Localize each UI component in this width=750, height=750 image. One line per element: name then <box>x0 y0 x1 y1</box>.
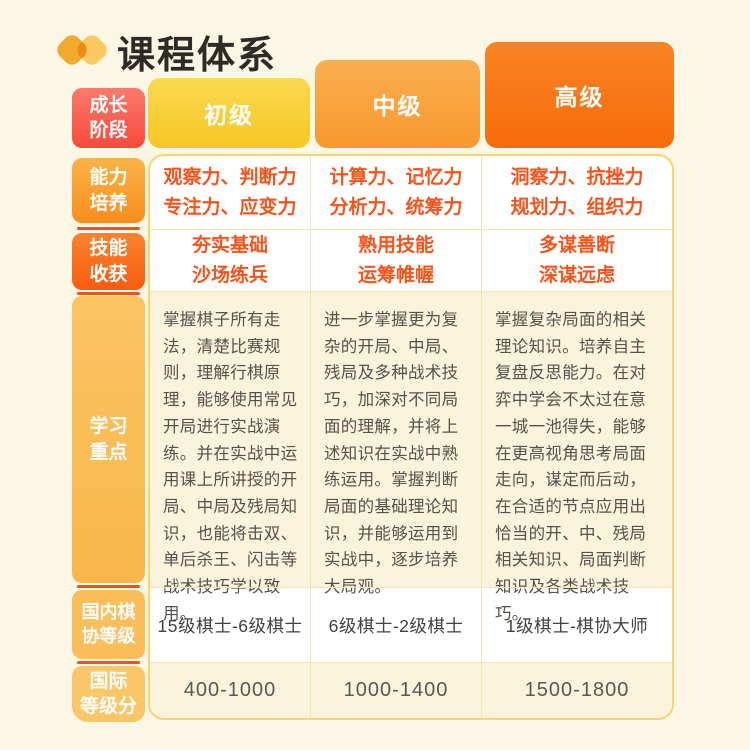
ability-line: 专注力、应变力 <box>163 196 297 218</box>
international-rating-cell-intermediate: 1000-1400 <box>310 662 481 718</box>
course-system-table: 观察力、判断力 专注力、应变力 计算力、记忆力 分析力、统筹力 洞察力、抗挫力 … <box>148 154 674 720</box>
international-rating-cell-beginner: 400-1000 <box>150 662 310 718</box>
skill-cell-intermediate: 熟用技能 运筹帷幄 <box>310 229 481 291</box>
ability-cell-beginner: 观察力、判断力 专注力、应变力 <box>150 156 310 229</box>
ability-line: 观察力、判断力 <box>163 167 297 189</box>
row-label-divider <box>77 292 140 295</box>
column-header-advanced: 高级 <box>485 42 674 148</box>
page-title: 课程体系 <box>117 35 278 77</box>
row-label-line: 协等级 <box>81 625 136 646</box>
column-header-advanced-label: 高级 <box>554 84 605 110</box>
ability-line: 计算力、记忆力 <box>329 167 463 189</box>
domestic-rank-cell-advanced: 1级棋士-棋协大师 <box>481 587 672 662</box>
row-label-line: 能力 <box>89 167 128 189</box>
column-header-beginner-label: 初级 <box>204 102 254 128</box>
skill-line: 多谋善断 <box>538 235 615 257</box>
skill-cell-advanced: 多谋善断 深谋远虑 <box>481 229 672 291</box>
international-rating-cell-advanced: 1500-1800 <box>481 662 672 718</box>
skill-line: 沙场练兵 <box>191 264 268 286</box>
skill-cell-beginner: 夯实基础 沙场练兵 <box>150 229 310 291</box>
row-label-divider <box>77 661 140 664</box>
row-label-learning-focus: 学习 重点 <box>72 296 145 583</box>
domestic-rank-cell-intermediate: 6级棋士-2级棋士 <box>310 587 481 662</box>
row-label-line: 国内棋 <box>81 601 136 622</box>
skill-line: 深谋远虑 <box>538 264 615 286</box>
row-label-line: 等级分 <box>79 696 137 717</box>
row-label-divider <box>77 227 140 230</box>
row-label-line: 学习 <box>89 416 128 438</box>
focus-cell-advanced: 掌握复杂局面的相关理论知识。培养自主复盘反思能力。在对弈中学会不太过在意一城一池… <box>481 291 672 623</box>
focus-cell-intermediate: 进一步掌握更为复杂的开局、中局、残局及多种战术技巧，加深对不同局面的理解，并将上… <box>310 291 481 596</box>
row-label-line: 重点 <box>89 441 128 463</box>
row-label-growth-stage: 成长 阶段 <box>72 88 145 148</box>
row-label-international-rating: 国际 等级分 <box>72 666 145 722</box>
overlapping-squares-logo-icon <box>57 35 107 65</box>
row-label-line: 国际 <box>89 670 128 692</box>
ability-cell-advanced: 洞察力、抗挫力 规划力、组织力 <box>481 156 672 229</box>
skill-line: 夯实基础 <box>191 235 268 257</box>
domestic-rank-cell-beginner: 15级棋士-6级棋士 <box>150 587 310 662</box>
ability-line: 分析力、统筹力 <box>329 196 463 218</box>
row-label-line: 成长 <box>89 94 128 116</box>
ability-cell-intermediate: 计算力、记忆力 分析力、统筹力 <box>310 156 481 229</box>
row-label-ability-cultivation: 能力 培养 <box>72 158 145 223</box>
row-label-skill-gains: 技能 收获 <box>72 233 145 290</box>
skill-line: 运筹帷幄 <box>357 264 434 286</box>
ability-line: 洞察力、抗挫力 <box>510 167 644 189</box>
ability-line: 规划力、组织力 <box>510 196 644 218</box>
row-label-line: 收获 <box>89 263 128 285</box>
skill-line: 熟用技能 <box>357 235 434 257</box>
row-label-line: 技能 <box>89 238 128 260</box>
column-header-intermediate-label: 中级 <box>372 93 423 119</box>
row-label-line: 培养 <box>89 192 128 214</box>
row-label-divider <box>77 585 140 588</box>
focus-cell-beginner: 掌握棋子所有走法，清楚比赛规则，理解行棋原理，能够使用常见开局进行实战演练。并在… <box>150 291 310 623</box>
row-label-domestic-chess-rank: 国内棋 协等级 <box>72 590 145 659</box>
row-label-line: 阶段 <box>89 120 128 141</box>
column-header-intermediate: 中级 <box>315 60 480 148</box>
column-header-beginner: 初级 <box>148 78 310 148</box>
